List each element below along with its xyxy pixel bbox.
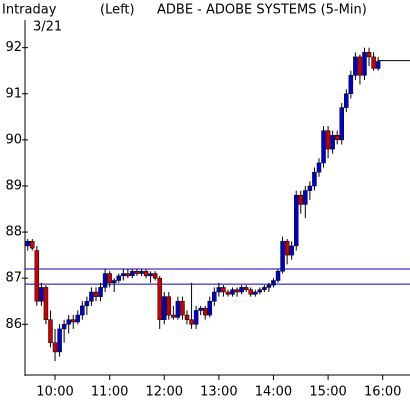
candle-body (230, 289, 235, 295)
candle-body (298, 194, 304, 205)
candle-body (225, 291, 231, 295)
candle-body (262, 287, 267, 290)
candle-body (134, 271, 140, 274)
candle-body (362, 52, 367, 76)
candle-body (57, 328, 62, 353)
candle-body (52, 342, 58, 353)
candle-body (111, 280, 117, 284)
candle-body (139, 271, 144, 274)
candle-body (266, 284, 272, 288)
candle-body (189, 319, 194, 325)
candle-body (275, 271, 281, 281)
candle-body (289, 245, 294, 256)
x-tick-label: 12:00 (146, 385, 183, 400)
candle-body (371, 56, 376, 69)
x-tick-label: 13:00 (200, 385, 237, 400)
candle-body (125, 273, 131, 277)
candle-body (202, 307, 208, 316)
candle-body (166, 296, 172, 316)
candle-body (221, 287, 226, 293)
candle-body (280, 241, 285, 272)
candle-body (116, 275, 121, 281)
candle-body (152, 273, 158, 279)
candle-body (84, 300, 90, 307)
candle-body (357, 56, 363, 76)
candle-body (121, 273, 126, 277)
candle-body (75, 314, 81, 323)
candle-body (107, 273, 112, 284)
candle-body (130, 271, 135, 277)
candle-body (48, 319, 53, 343)
x-tick-label: 15:00 (309, 385, 346, 400)
candle-body (43, 287, 49, 320)
y-tick-label: 86 (5, 317, 22, 332)
candle-body (80, 305, 85, 316)
y-tick-label: 88 (5, 225, 22, 240)
candle-body (34, 250, 40, 302)
candle-body (339, 107, 344, 141)
candle-body (66, 319, 71, 325)
candle-body (102, 273, 108, 288)
x-tick-label: 10:00 (36, 385, 73, 400)
candle-body (253, 291, 258, 295)
candle-body (271, 280, 276, 286)
candle-body (325, 130, 331, 150)
candle-body (216, 287, 222, 293)
x-tick-label: 16:00 (364, 385, 401, 400)
candle-body (89, 291, 94, 302)
y-tick-label: 90 (5, 132, 22, 147)
y-tick-label: 89 (5, 178, 22, 193)
candle-body (184, 314, 190, 320)
candle-body (284, 241, 290, 256)
candle-body (98, 287, 103, 297)
y-tick-label: 91 (5, 86, 22, 101)
y-tick-label: 92 (5, 40, 22, 55)
candle-body (234, 289, 240, 293)
candle-body (30, 241, 35, 249)
candle-body (148, 273, 153, 277)
candle-body (171, 314, 176, 318)
candle-body (330, 135, 335, 150)
candle-body (180, 300, 185, 316)
candle-body (162, 296, 167, 320)
candle-body (375, 61, 381, 69)
candle-body (61, 324, 67, 330)
candle-body (316, 162, 322, 173)
candle-body (344, 93, 349, 108)
candle-body (25, 241, 30, 247)
candle-body (248, 289, 253, 295)
candle-body (348, 75, 354, 95)
candle-body (93, 291, 99, 297)
candle-body (353, 56, 358, 76)
candle-body (193, 310, 199, 325)
chart-title: ADBE - ADOBE SYSTEMS (5-Min) (157, 3, 367, 18)
candle-body (70, 319, 76, 323)
candle-body (307, 185, 313, 191)
candle-body (207, 300, 213, 316)
candle-body (312, 171, 317, 187)
candle-body (321, 130, 326, 164)
candle-body (157, 277, 162, 320)
candle-body (143, 271, 149, 277)
candle-body (239, 287, 244, 293)
candle-body (366, 52, 372, 58)
candle-body (243, 287, 249, 290)
candle-body (303, 190, 308, 205)
candle-body (175, 300, 181, 318)
candle-body (293, 194, 299, 247)
axis-side: (Left) (100, 3, 135, 18)
chart-subtitle: Intraday (2, 3, 57, 18)
candle-body (39, 287, 44, 302)
chart-date: 3/21 (33, 20, 62, 35)
candle-body (212, 291, 217, 302)
candle-body (198, 307, 203, 311)
candle-body (257, 289, 263, 293)
x-tick-label: 11:00 (91, 385, 128, 400)
candle-body (334, 135, 340, 141)
y-tick-label: 87 (5, 271, 22, 286)
x-tick-label: 14:00 (255, 385, 292, 400)
